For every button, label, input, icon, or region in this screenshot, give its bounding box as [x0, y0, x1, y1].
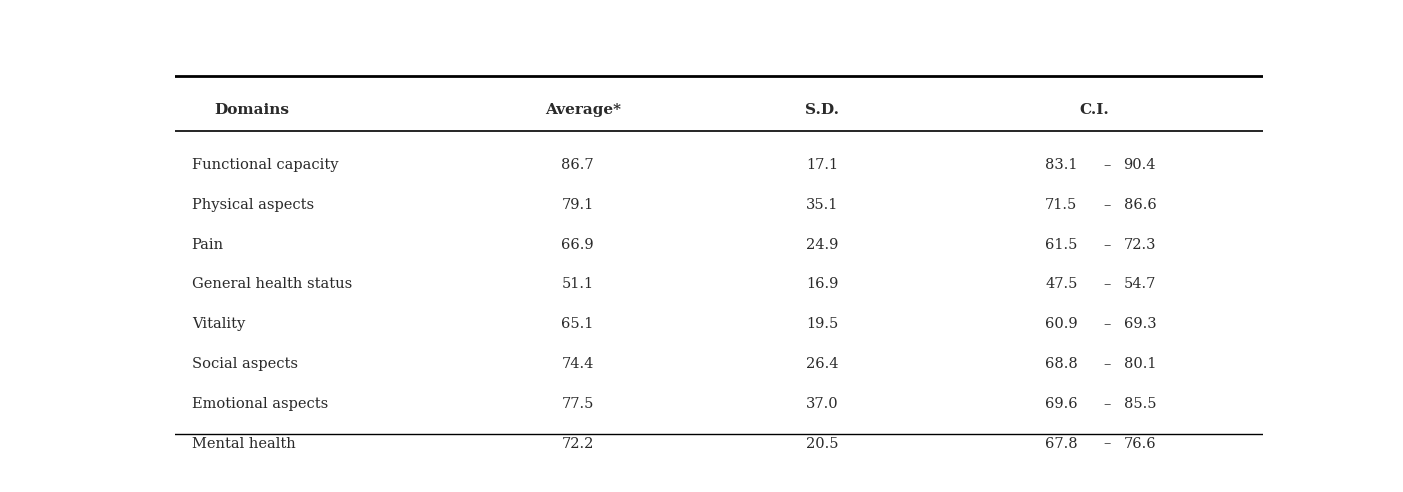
Text: 67.8: 67.8 — [1045, 436, 1078, 451]
Text: –: – — [1104, 158, 1111, 172]
Text: 80.1: 80.1 — [1124, 357, 1156, 371]
Text: 37.0: 37.0 — [805, 397, 839, 411]
Text: –: – — [1104, 277, 1111, 291]
Text: 86.6: 86.6 — [1124, 198, 1156, 212]
Text: 61.5: 61.5 — [1045, 238, 1078, 252]
Text: 17.1: 17.1 — [805, 158, 838, 172]
Text: C.I.: C.I. — [1079, 103, 1108, 117]
Text: 83.1: 83.1 — [1045, 158, 1078, 172]
Text: 66.9: 66.9 — [561, 238, 593, 252]
Text: General health status: General health status — [192, 277, 352, 291]
Text: 47.5: 47.5 — [1045, 277, 1078, 291]
Text: Vitality: Vitality — [192, 317, 246, 331]
Text: 19.5: 19.5 — [805, 317, 838, 331]
Text: –: – — [1104, 198, 1111, 212]
Text: 26.4: 26.4 — [805, 357, 839, 371]
Text: 72.3: 72.3 — [1124, 238, 1156, 252]
Text: 68.8: 68.8 — [1045, 357, 1078, 371]
Text: Social aspects: Social aspects — [192, 357, 297, 371]
Text: 74.4: 74.4 — [561, 357, 593, 371]
Text: Pain: Pain — [192, 238, 224, 252]
Text: 35.1: 35.1 — [805, 198, 839, 212]
Text: 60.9: 60.9 — [1045, 317, 1078, 331]
Text: Domains: Domains — [215, 103, 289, 117]
Text: –: – — [1104, 317, 1111, 331]
Text: Mental health: Mental health — [192, 436, 296, 451]
Text: 69.3: 69.3 — [1124, 317, 1156, 331]
Text: 24.9: 24.9 — [805, 238, 839, 252]
Text: 65.1: 65.1 — [561, 317, 593, 331]
Text: 71.5: 71.5 — [1045, 198, 1078, 212]
Text: 72.2: 72.2 — [561, 436, 593, 451]
Text: 90.4: 90.4 — [1124, 158, 1156, 172]
Text: 86.7: 86.7 — [561, 158, 593, 172]
Text: 85.5: 85.5 — [1124, 397, 1156, 411]
Text: 77.5: 77.5 — [561, 397, 593, 411]
Text: Functional capacity: Functional capacity — [192, 158, 338, 172]
Text: –: – — [1104, 397, 1111, 411]
Text: S.D.: S.D. — [805, 103, 839, 117]
Text: –: – — [1104, 238, 1111, 252]
Text: 79.1: 79.1 — [561, 198, 593, 212]
Text: Emotional aspects: Emotional aspects — [192, 397, 328, 411]
Text: –: – — [1104, 357, 1111, 371]
Text: 76.6: 76.6 — [1124, 436, 1156, 451]
Text: –: – — [1104, 436, 1111, 451]
Text: Average*: Average* — [546, 103, 622, 117]
Text: Physical aspects: Physical aspects — [192, 198, 314, 212]
Text: 16.9: 16.9 — [805, 277, 839, 291]
Text: 51.1: 51.1 — [561, 277, 593, 291]
Text: 69.6: 69.6 — [1045, 397, 1078, 411]
Text: 20.5: 20.5 — [805, 436, 839, 451]
Text: 54.7: 54.7 — [1124, 277, 1156, 291]
